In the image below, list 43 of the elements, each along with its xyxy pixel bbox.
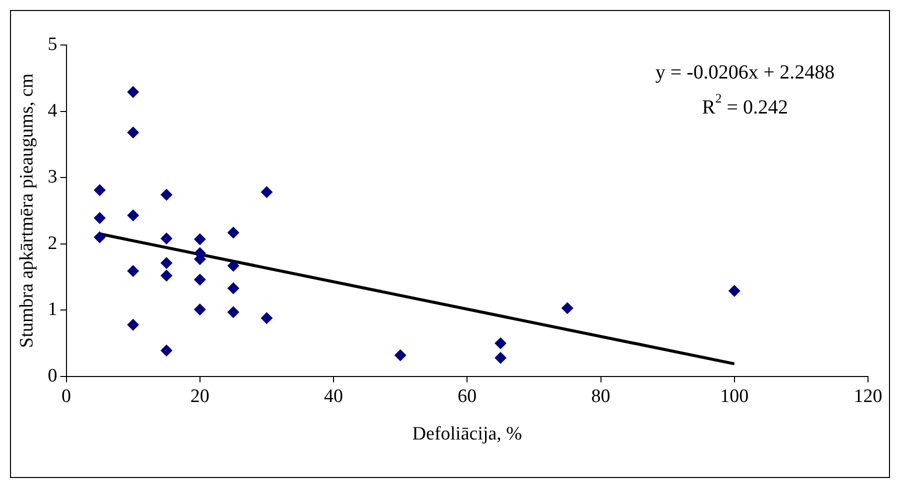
- point: [160, 270, 173, 282]
- x-tick-label: 80: [591, 386, 610, 407]
- point: [160, 344, 173, 357]
- y-tick-label: 1: [48, 299, 58, 320]
- point: [160, 232, 173, 245]
- y-tick-label: 5: [48, 34, 58, 55]
- point: [194, 233, 206, 246]
- y-axis-title: Stumbra apkārtmēra pieaugums, cm: [16, 73, 38, 348]
- point: [728, 284, 740, 297]
- x-axis-title: Defoliācija, %: [412, 424, 522, 445]
- point: [260, 312, 273, 324]
- point: [194, 274, 206, 286]
- point: [127, 209, 140, 222]
- x-tick-label: 60: [458, 386, 477, 407]
- point: [127, 265, 140, 278]
- x-tick-label: 100: [720, 386, 749, 407]
- y-tick-label: 0: [48, 365, 58, 386]
- point: [127, 318, 140, 331]
- point: [394, 349, 406, 362]
- annotation: y = -0.0206x + 2.2488: [655, 61, 835, 84]
- x-tick-label: 40: [324, 386, 344, 407]
- point: [160, 257, 173, 270]
- point: [260, 186, 273, 198]
- x-tick-label: 120: [854, 386, 882, 407]
- y-tick-label: 4: [48, 100, 58, 122]
- point: [494, 352, 507, 364]
- point: [94, 231, 106, 244]
- point: [127, 86, 140, 98]
- point: [227, 260, 240, 272]
- y-tick-label: 2: [48, 232, 58, 254]
- x-tick-label: 20: [190, 386, 210, 407]
- point: [160, 188, 173, 201]
- point: [227, 282, 240, 294]
- point: [227, 306, 240, 318]
- y-tick-label: 3: [48, 166, 58, 188]
- point: [127, 126, 140, 138]
- point: [194, 303, 206, 316]
- point: [227, 226, 240, 239]
- point: [94, 212, 106, 224]
- point: [94, 184, 106, 196]
- point: [494, 337, 507, 350]
- x-tick-label: 0: [62, 386, 72, 407]
- point: [561, 302, 574, 314]
